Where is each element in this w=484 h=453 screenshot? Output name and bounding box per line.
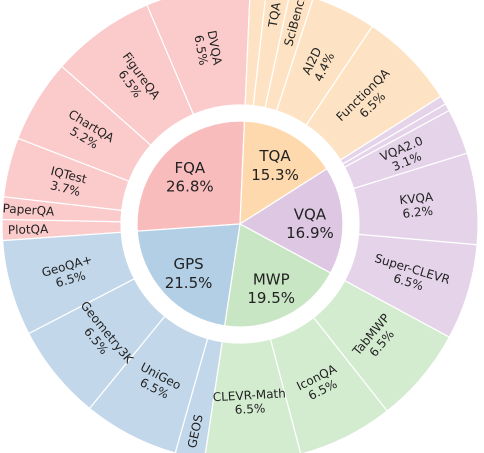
inner-label-vqa: VQA 16.9% (286, 205, 334, 242)
outer-label-name-geos: GEOS (185, 413, 206, 449)
outer-label-dvqa: DVQA6.5% (191, 29, 225, 69)
inner-label-pct-mwp: 19.5% (247, 289, 295, 307)
inner-label-pct-fqa: 26.8% (166, 178, 214, 196)
inner-wedge-tqa (239, 120, 328, 226)
outer-label-name-dvqa: DVQA (205, 29, 225, 67)
inner-labels: FQA 26.8% TQA 15.3% VQA 16.9% MWP 19.5% GPS 21.5% (165, 147, 334, 307)
outer-label-name-tqa: TQA (265, 1, 283, 30)
outer-label-plotqa: PlotQA (8, 222, 49, 237)
inner-label-name-vqa: VQA (294, 205, 327, 223)
inner-label-mwp: MWP 19.5% (247, 270, 295, 307)
outer-label-name-plotqa: PlotQA (8, 222, 49, 237)
inner-wedge-vqa (238, 167, 344, 274)
outer-wedge-iconqa (269, 316, 389, 453)
inner-label-name-gps: GPS (173, 255, 203, 273)
outer-label-pct-kvqa: 6.2% (402, 204, 434, 221)
inner-label-name-fqa: FQA (174, 159, 205, 177)
outer-wedge-geoqa (1, 231, 136, 335)
outer-label-pct-clevr-math: 6.5% (234, 401, 265, 417)
outer-label-name-clevr-math: CLEVR-Math (212, 386, 286, 404)
inner-ring (136, 120, 344, 328)
inner-label-pct-tqa: 15.3% (251, 166, 299, 184)
outer-label-name-paperqa: PaperQA (2, 201, 55, 218)
inner-label-fqa: FQA 26.8% (166, 159, 214, 196)
outer-label-tqa: TQA (265, 1, 283, 30)
outer-label-pct-dvqa: 6.5% (191, 34, 210, 67)
inner-label-pct-gps: 21.5% (165, 274, 213, 292)
outer-label-kvqa: KVQA6.2% (399, 190, 436, 221)
inner-wedge-mwp (223, 223, 332, 328)
inner-label-name-mwp: MWP (253, 270, 290, 288)
inner-wedge-fqa (136, 120, 246, 232)
outer-label-name-kvqa: KVQA (399, 190, 435, 208)
inner-label-pct-vqa: 16.9% (286, 224, 334, 242)
inner-label-tqa: TQA 15.3% (251, 147, 299, 184)
outer-label-geos: GEOS (185, 413, 206, 449)
outer-label-clevr-math: CLEVR-Math6.5% (212, 386, 286, 418)
outer-label-paperqa: PaperQA (2, 201, 55, 218)
outer-wedge-clevr-math (204, 338, 302, 453)
inner-label-gps: GPS 21.5% (165, 255, 213, 292)
outer-wedge-dvqa (146, 0, 251, 116)
inner-label-name-tqa: TQA (258, 147, 291, 165)
inner-wedge-gps (136, 223, 241, 327)
